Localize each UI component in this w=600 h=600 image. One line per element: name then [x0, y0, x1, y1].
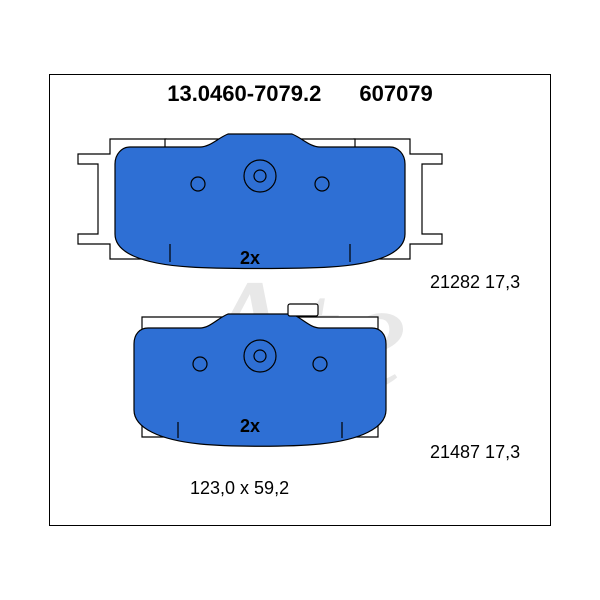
pad-lower-code: 21487 17,3 [430, 442, 520, 463]
header: 13.0460-7079.2 607079 [49, 78, 551, 110]
pad-lower-qty: 2x [240, 416, 260, 437]
pad-upper-qty: 2x [240, 248, 260, 269]
pad-upper-code: 21282 17,3 [430, 272, 520, 293]
brake-pad-lower [70, 302, 450, 462]
dimensions-label: 123,0 x 59,2 [190, 478, 289, 499]
part-number: 13.0460-7079.2 [167, 81, 321, 107]
ref-number: 607079 [359, 81, 432, 107]
